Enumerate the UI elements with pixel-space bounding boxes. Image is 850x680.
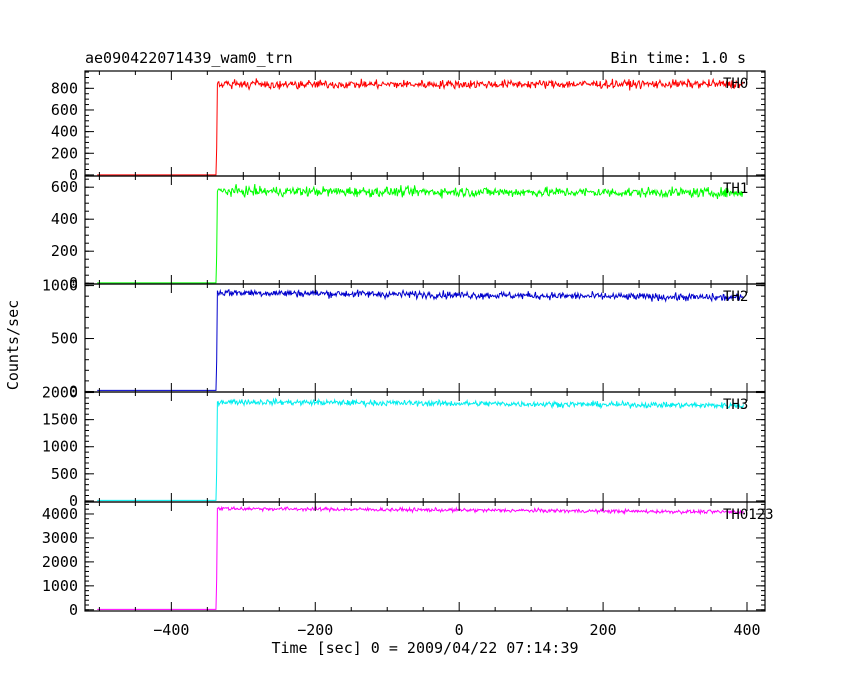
y-tick-label: 4000 [42, 505, 78, 523]
x-tick-label: 400 [733, 621, 760, 639]
y-tick-label: 1000 [42, 438, 78, 456]
chart-title-right: Bin time: 1.0 s [611, 49, 746, 67]
y-tick-label: 600 [51, 101, 78, 119]
panel-frame [84, 283, 766, 393]
panel-th2: 0 500 1000 TH2 [42, 277, 766, 400]
series-line-th2 [97, 288, 744, 391]
series-line-th3 [97, 397, 744, 501]
x-axis-title: Time [sec] 0 = 2009/04/22 07:14:39 [271, 639, 578, 657]
y-tick-label: 3000 [42, 529, 78, 547]
y-tick-label: 400 [51, 123, 78, 141]
series-line-th1 [97, 183, 744, 284]
series-line-th0123 [97, 505, 744, 610]
chart-title-left: ae090422071439_wam0_trn [85, 49, 293, 67]
y-tick-label: 0 [69, 601, 78, 619]
panel-th3: 0 500 1000 1500 2000 TH3 [42, 384, 766, 510]
panel-th1: 0 200 400 600 TH1 [51, 175, 766, 292]
x-axis: −400 −200 0 200 400 [153, 621, 760, 639]
y-tick-label: 1000 [42, 577, 78, 595]
y-tick-label: 0 [69, 166, 78, 184]
x-tick-label: −200 [297, 621, 333, 639]
panel-frame [84, 501, 766, 612]
panel-label-th2: TH2 [723, 289, 748, 305]
y-tick-label: 600 [51, 178, 78, 196]
panel-label-th0123: TH0123 [723, 507, 774, 523]
y-tick-label: 200 [51, 242, 78, 260]
y-tick-label: 400 [51, 210, 78, 228]
panel-th0: 0 200 400 600 800 TH0 [51, 70, 766, 184]
y-tick-label: 0 [69, 492, 78, 510]
y-tick-label: 500 [51, 330, 78, 348]
y-tick-label: 2000 [42, 553, 78, 571]
x-tick-label: 0 [455, 621, 464, 639]
y-tick-label: 2000 [42, 384, 78, 402]
panel-th0123: 0 1000 2000 3000 4000 TH0123 [42, 501, 774, 619]
y-tick-label: 800 [51, 79, 78, 97]
y-tick-label: 0 [69, 382, 78, 400]
y-tick-label: 1000 [42, 277, 78, 295]
y-tick-label: 1500 [42, 411, 78, 429]
y-tick-label: 500 [51, 465, 78, 483]
panel-label-th3: TH3 [723, 397, 748, 413]
panels: 0 200 400 600 800 TH0 0 200 400 600 TH1 0 500 1000 TH2… [42, 70, 774, 619]
y-tick-label: 200 [51, 144, 78, 162]
panel-frame [84, 391, 766, 503]
y-axis-title: Counts/sec [4, 300, 22, 390]
y-tick-label: 0 [69, 274, 78, 292]
x-tick-label: −400 [153, 621, 189, 639]
series-line-th0 [97, 77, 744, 176]
x-tick-label: 200 [590, 621, 617, 639]
panel-label-th0: TH0 [723, 76, 748, 92]
panel-label-th1: TH1 [723, 181, 748, 197]
